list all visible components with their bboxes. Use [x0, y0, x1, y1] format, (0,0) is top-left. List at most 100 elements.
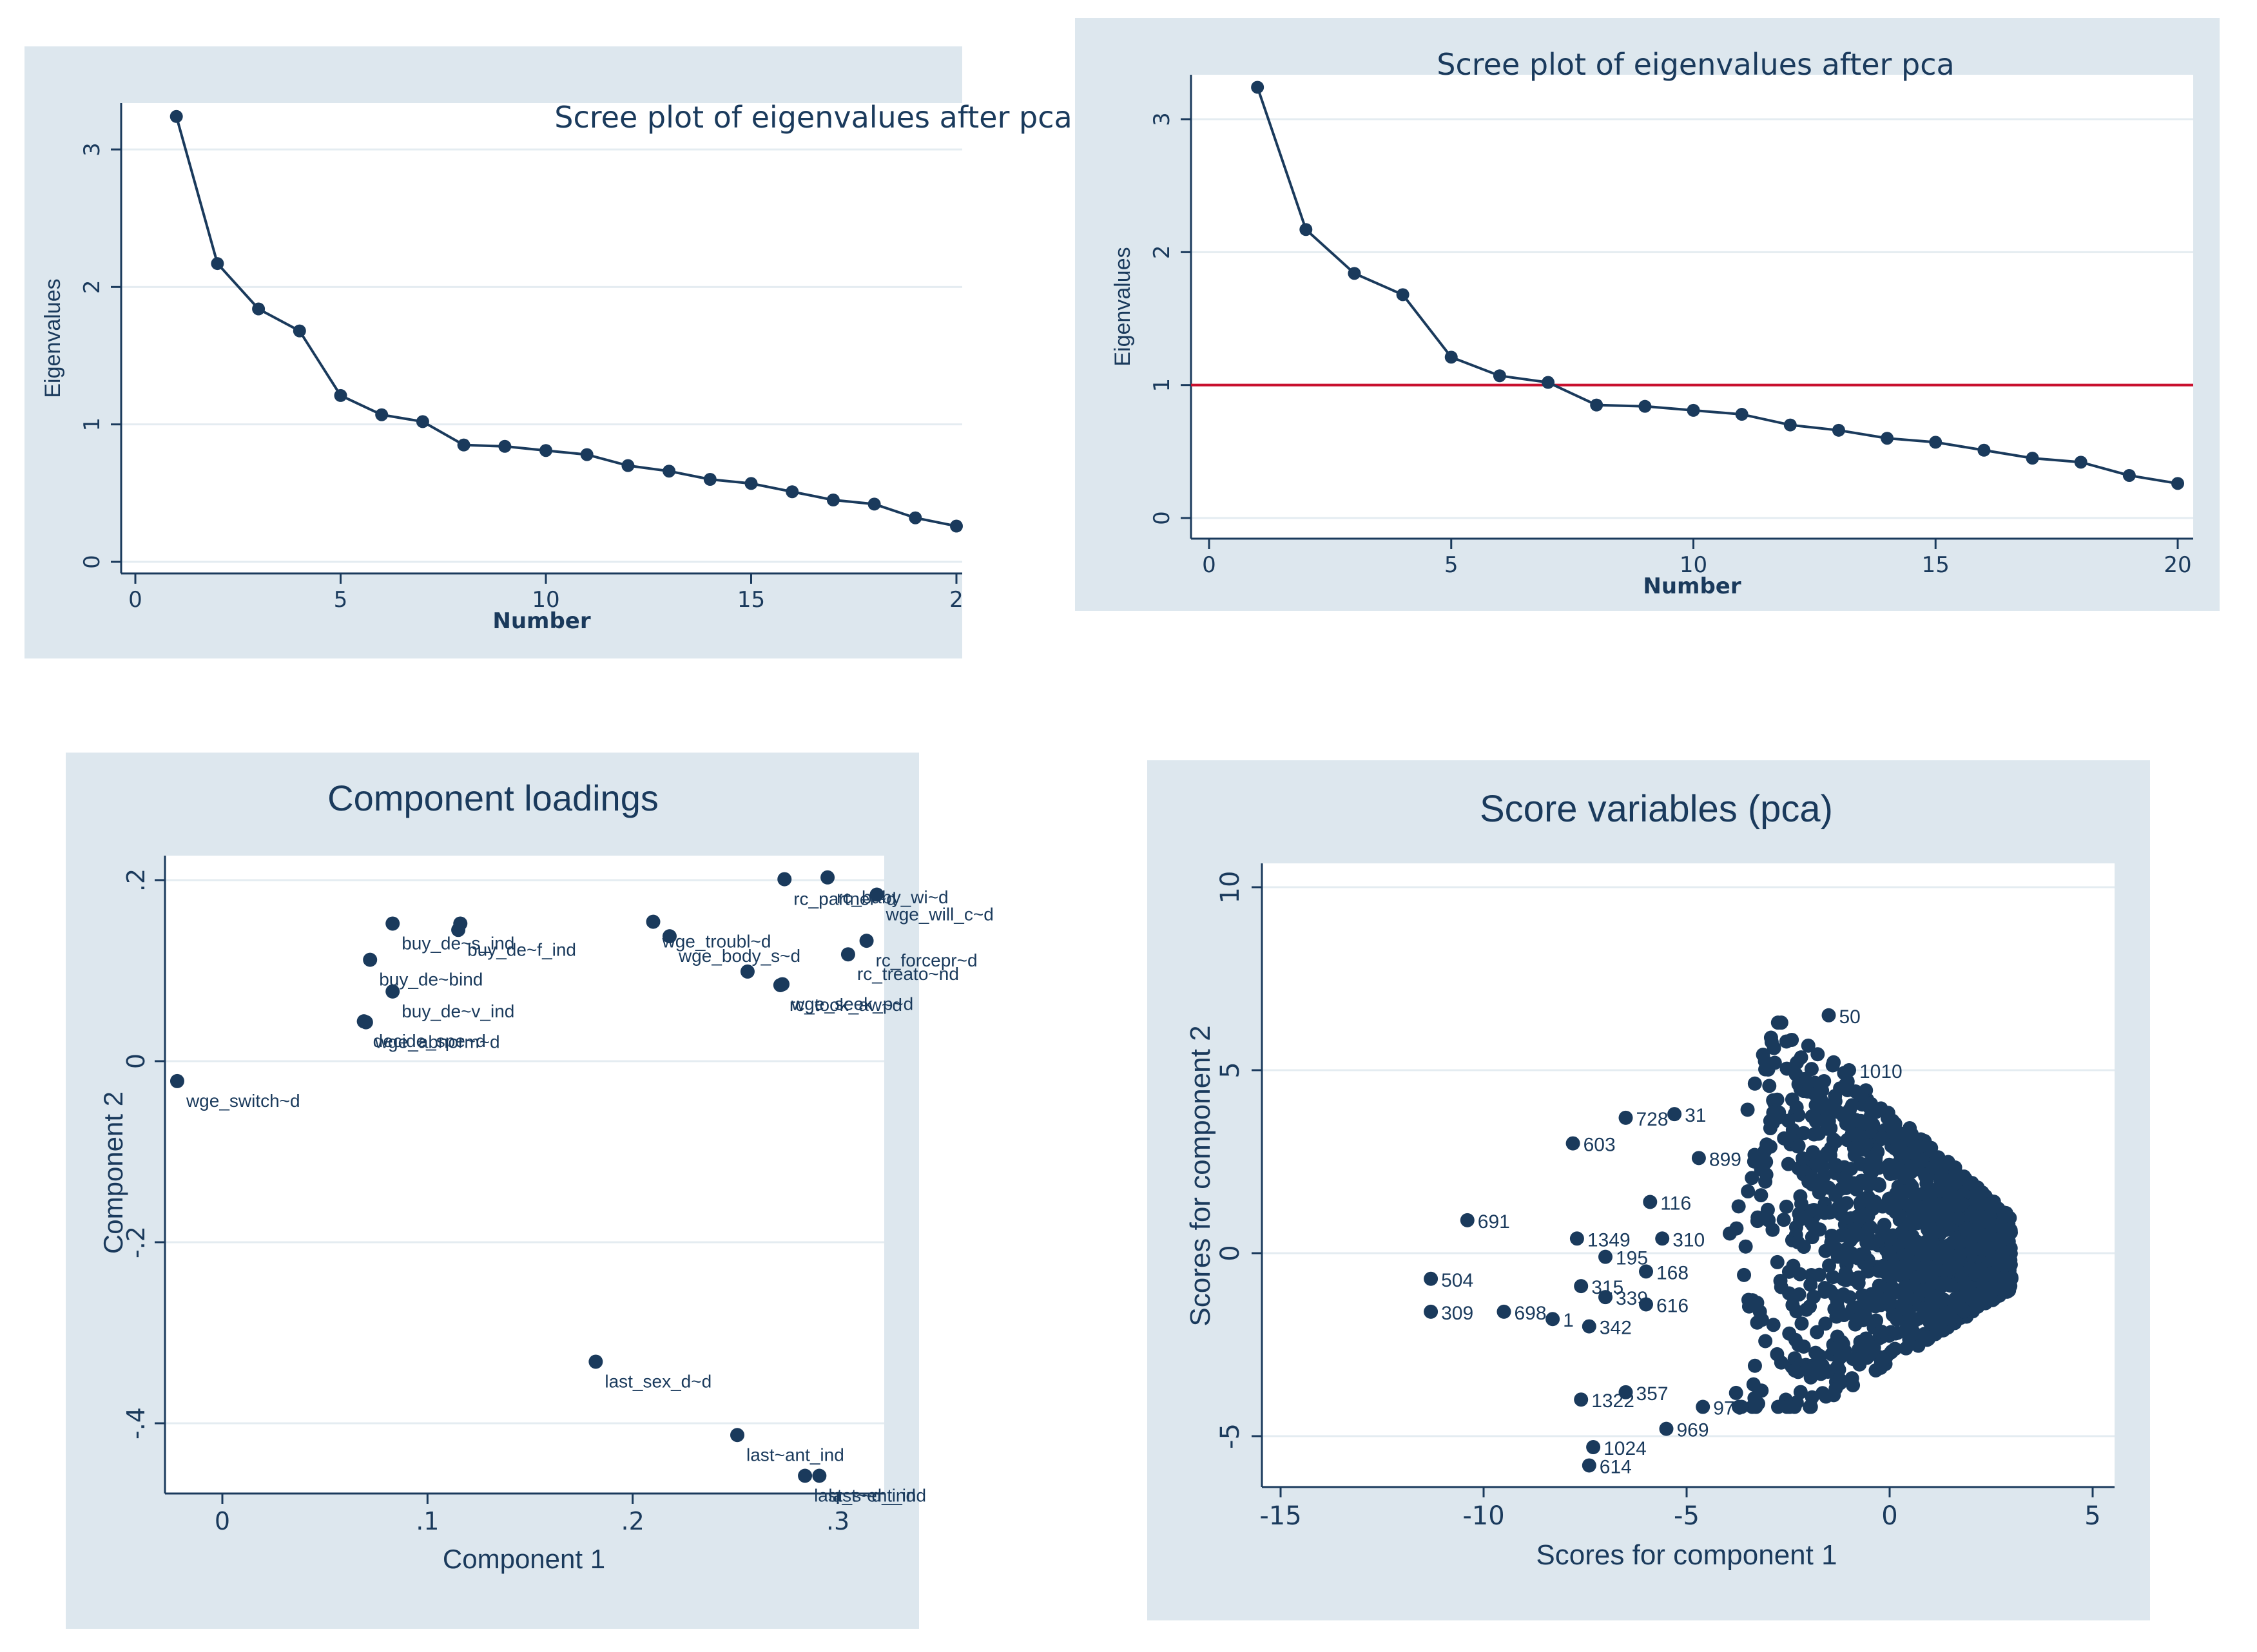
score-label: 342	[1600, 1318, 1632, 1339]
score-point	[1854, 1088, 1869, 1103]
score-point	[1888, 1326, 1903, 1341]
scree-plot-1-panel: 0 1 2 3 0 5 10 15 2 Number Eigenvalues Scree plot o…	[24, 46, 1072, 658]
x-axis-title: Scores for component 1	[1536, 1539, 1837, 1571]
loading-label: wge_body_s~d	[678, 946, 800, 966]
score-point	[1952, 1211, 1966, 1225]
eigenvalue-point	[252, 302, 266, 316]
score-point	[1731, 1399, 1746, 1414]
score-point	[1803, 1399, 1817, 1414]
score-point	[1929, 1150, 1944, 1165]
eigenvalue-point	[2074, 456, 2087, 469]
score-point	[1747, 1076, 1762, 1091]
eigenvalue-point	[663, 465, 676, 478]
score-point	[1574, 1279, 1589, 1294]
score-label: 50	[1839, 1006, 1861, 1028]
score-point	[1803, 1278, 1818, 1292]
score-label: 309	[1441, 1303, 1473, 1324]
score-point	[1758, 1334, 1773, 1349]
score-label: 310	[1672, 1229, 1705, 1251]
score-point	[1839, 1117, 1854, 1131]
x-tick-label: 0	[215, 1507, 230, 1535]
scree-plot-1: 0 1 2 3 0 5 10 15 2 Number Eigenvalues Scree plot o…	[41, 100, 1072, 634]
eigenvalue-point	[909, 511, 922, 524]
score-point	[1740, 1102, 1755, 1117]
loading-point	[859, 934, 874, 948]
score-point	[1766, 1318, 1781, 1332]
score-point	[1785, 1298, 1800, 1312]
loading-point	[588, 1354, 603, 1369]
loading-point	[662, 929, 677, 944]
eigenvalue-point	[1687, 403, 1700, 417]
score-point	[1855, 1312, 1870, 1327]
loading-point	[358, 1015, 373, 1030]
score-point	[1745, 1171, 1759, 1186]
component-loadings-panel: -.4 -.2 0 .2 0 .1 .2 .3 Component 1 Component 2 Co…	[66, 753, 994, 1629]
eigenvalue-point	[457, 438, 470, 452]
score-point	[1888, 1341, 1903, 1356]
score-point	[1842, 1063, 1856, 1077]
score-point	[1861, 1222, 1876, 1237]
score-label: 979	[1713, 1398, 1745, 1419]
loading-label: rc_baby_wi~d	[837, 887, 949, 907]
loading-point	[812, 1468, 827, 1483]
score-point	[1822, 1258, 1837, 1273]
loading-label: wge_troubl~d	[662, 932, 771, 952]
score-point	[1912, 1269, 1926, 1284]
score-point	[1773, 1273, 1788, 1288]
eigenvalue-point	[1783, 418, 1797, 432]
y-tick-label: 10	[1216, 871, 1245, 904]
score-point	[1949, 1295, 1964, 1310]
y-tick-label: 3	[1149, 112, 1175, 126]
plot-area	[1191, 75, 2193, 539]
score-label: 357	[1636, 1383, 1669, 1405]
score-point	[1950, 1236, 1965, 1251]
eigenvalue-point	[1444, 351, 1458, 364]
x-axis-title: Number	[1643, 573, 1741, 599]
eigenvalue-point	[375, 408, 389, 421]
plot-area	[1262, 863, 2115, 1487]
eigenvalue-point	[334, 389, 347, 402]
score-point	[1826, 1270, 1841, 1285]
chart-title: Component loadings	[327, 778, 659, 818]
loading-point	[730, 1428, 745, 1443]
loading-point	[453, 916, 468, 931]
y-tick-label: 0	[122, 1053, 150, 1069]
score-point	[1833, 1376, 1848, 1390]
loading-point	[363, 952, 378, 967]
score-point	[1767, 1041, 1781, 1055]
score-point	[1846, 1352, 1861, 1367]
y-tick-label: -.4	[122, 1407, 150, 1439]
score-point	[1794, 1196, 1808, 1211]
score-point	[1846, 1378, 1861, 1392]
score-point	[1639, 1264, 1653, 1279]
score-point	[1894, 1225, 1909, 1240]
score-point	[1892, 1209, 1906, 1224]
eigenvalue-point	[786, 485, 799, 499]
score-label: 504	[1441, 1270, 1473, 1291]
score-point	[1618, 1385, 1633, 1399]
x-tick-label: 5	[1444, 552, 1458, 578]
score-point	[1618, 1110, 1633, 1125]
score-point	[1643, 1195, 1658, 1209]
loading-point	[798, 1468, 813, 1483]
loading-point	[840, 947, 855, 962]
score-label: 1010	[1859, 1061, 1903, 1082]
score-point	[1851, 1270, 1866, 1285]
score-point	[1655, 1231, 1670, 1246]
score-point	[1639, 1297, 1653, 1312]
eigenvalue-line	[1256, 86, 2178, 485]
score-point	[1598, 1290, 1613, 1305]
score-point	[1497, 1304, 1511, 1319]
score-point	[1921, 1283, 1935, 1298]
component-loadings-chart: -.4 -.2 0 .2 0 .1 .2 .3 Component 1 Component 2 Co…	[98, 778, 994, 1574]
score-point	[1781, 1264, 1796, 1279]
eigenvalue-point	[1493, 369, 1506, 383]
score-point	[1850, 1226, 1865, 1241]
score-point	[1996, 1233, 2011, 1247]
chart-title: Scree plot of eigenvalues after pca	[1437, 47, 1954, 82]
score-point	[1754, 1188, 1768, 1203]
score-point	[1847, 1148, 1862, 1162]
score-point	[1839, 1180, 1854, 1195]
score-label: 1349	[1587, 1229, 1631, 1251]
score-point	[1861, 1178, 1876, 1193]
